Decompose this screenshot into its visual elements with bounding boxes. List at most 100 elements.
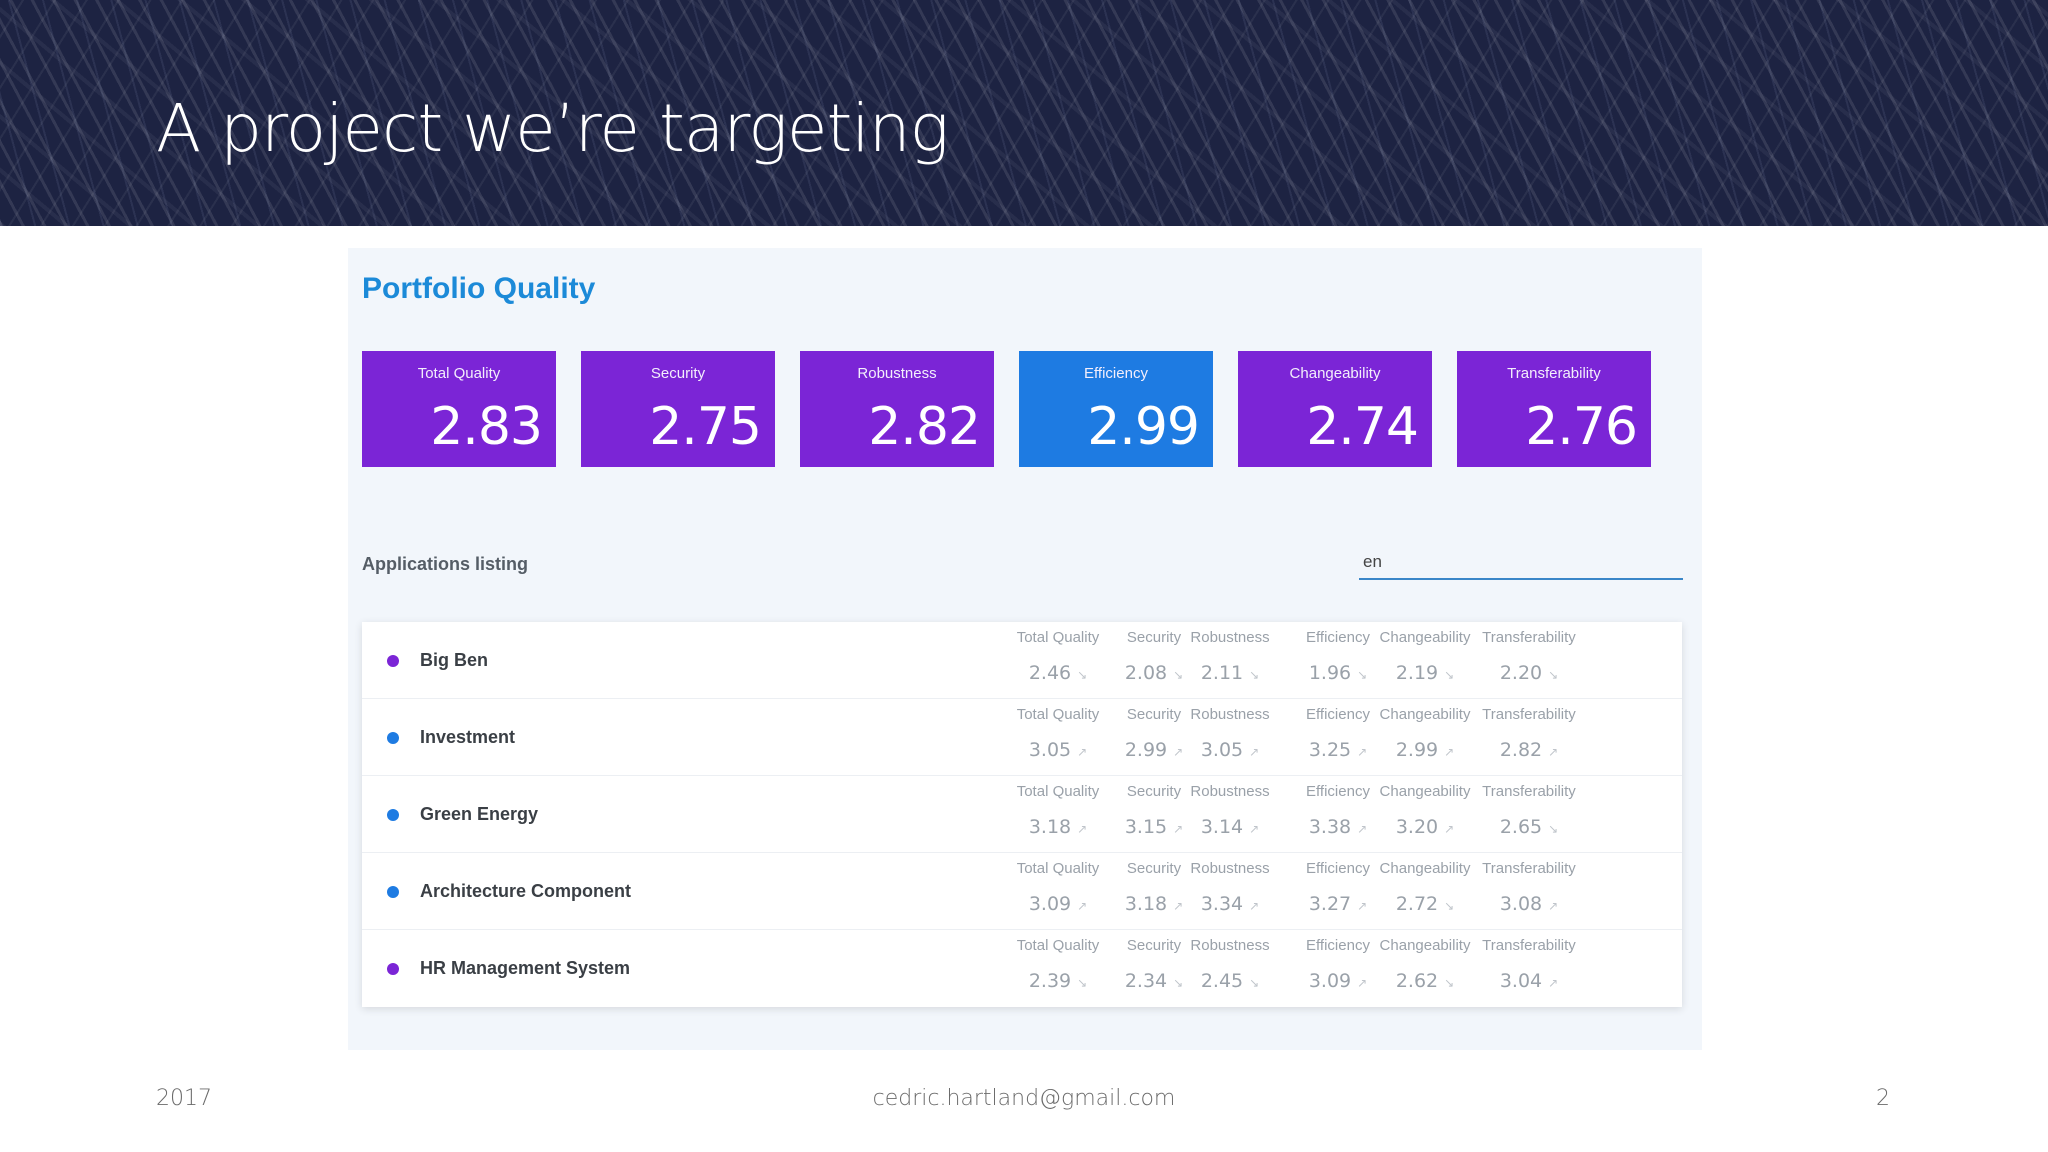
list-item[interactable]: Investment Total Quality 3.05 ↗ Security 2.99… [362, 699, 1682, 776]
metric-cell: Robustness 3.34 ↗ [1165, 853, 1295, 930]
kpi-tile-efficiency[interactable]: Efficiency 2.99 [1019, 351, 1213, 467]
metric-value: 2.99 ↗ [1089, 739, 1219, 761]
metric-label: Efficiency [1306, 706, 1370, 723]
metric-value: 3.09 ↗ [993, 893, 1123, 915]
trend-down-icon: ↘ [1077, 668, 1088, 682]
metric-label: Changeability [1379, 706, 1471, 723]
trend-down-icon: ↘ [1173, 976, 1184, 990]
metric-value: 2.08 ↘ [1089, 662, 1219, 684]
metric-value: 3.08 ↗ [1464, 893, 1594, 915]
metric-number: 3.14 [1200, 816, 1244, 838]
metric-value: 2.34 ↘ [1089, 970, 1219, 992]
metric-cell: Security 2.08 ↘ [1089, 622, 1219, 699]
metric-value: 2.82 ↗ [1464, 739, 1594, 761]
metric-number: 2.45 [1200, 970, 1244, 992]
kpi-tile-transferability[interactable]: Transferability 2.76 [1457, 351, 1651, 467]
metric-cell: Efficiency 3.09 ↗ [1273, 930, 1403, 1007]
metric-label: Total Quality [1016, 937, 1100, 954]
metric-number: 3.09 [1028, 893, 1072, 915]
metric-label: Total Quality [1016, 629, 1100, 646]
kpi-tile-changeability[interactable]: Changeability 2.74 [1238, 351, 1432, 467]
dashboard-screenshot: Portfolio Quality Total Quality 2.83 Secur… [348, 248, 1702, 1050]
trend-up-icon: ↗ [1444, 822, 1455, 836]
footer-page-number: 2 [1876, 1086, 1890, 1111]
kpi-tile-security[interactable]: Security 2.75 [581, 351, 775, 467]
metric-number: 2.20 [1499, 662, 1543, 684]
metric-cell: Changeability 2.19 ↘ [1360, 622, 1490, 699]
metric-label: Transferability [1482, 860, 1576, 877]
metric-number: 3.34 [1200, 893, 1244, 915]
list-item[interactable]: HR Management System Total Quality 2.39 ↘ Se… [362, 930, 1682, 1007]
metric-value: 2.11 ↘ [1165, 662, 1295, 684]
list-item[interactable]: Green Energy Total Quality 3.18 ↗ Security 3.… [362, 776, 1682, 853]
kpi-value: 2.76 [1525, 397, 1638, 457]
status-dot [387, 732, 399, 744]
app-name: Big Ben [420, 650, 489, 670]
slide-title: A project we’re targeting [156, 90, 949, 167]
metric-cell: Robustness 3.14 ↗ [1165, 776, 1295, 853]
trend-down-icon: ↘ [1548, 668, 1559, 682]
metric-number: 3.05 [1028, 739, 1072, 761]
metric-label: Transferability [1482, 706, 1576, 723]
metric-value: 3.34 ↗ [1165, 893, 1295, 915]
metric-cell: Robustness 3.05 ↗ [1165, 699, 1295, 776]
metric-number: 3.25 [1308, 739, 1352, 761]
metric-number: 2.34 [1124, 970, 1168, 992]
metric-label: Robustness [1190, 629, 1270, 646]
metric-number: 3.05 [1200, 739, 1244, 761]
page-title: Portfolio Quality [362, 272, 596, 305]
trend-down-icon: ↘ [1444, 668, 1455, 682]
metric-value: 2.45 ↘ [1165, 970, 1295, 992]
trend-up-icon: ↗ [1357, 899, 1368, 913]
kpi-label: Total Quality [417, 365, 501, 382]
applications-listing-label: Applications listing [362, 554, 529, 574]
metric-value: 3.04 ↗ [1464, 970, 1594, 992]
metric-value: 3.20 ↗ [1360, 816, 1490, 838]
metric-cell: Transferability 2.65 ↘ [1464, 776, 1594, 853]
metric-number: 2.39 [1028, 970, 1072, 992]
metric-cell: Security 2.99 ↗ [1089, 699, 1219, 776]
trend-down-icon: ↘ [1077, 976, 1088, 990]
kpi-label: Transferability [1507, 365, 1601, 382]
footer-email: cedric.hartland@gmail.com [872, 1086, 1176, 1111]
metric-cell: Changeability 2.72 ↘ [1360, 853, 1490, 930]
metric-label: Transferability [1482, 937, 1576, 954]
metric-number: 3.20 [1395, 816, 1439, 838]
kpi-label: Robustness [857, 365, 937, 382]
kpi-label: Changeability [1289, 365, 1381, 382]
metric-cell: Changeability 2.62 ↘ [1360, 930, 1490, 1007]
metric-number: 2.65 [1499, 816, 1543, 838]
kpi-tile-robustness[interactable]: Robustness 2.82 [800, 351, 994, 467]
app-name: Architecture Component [420, 881, 632, 901]
metric-label: Total Quality [1016, 860, 1100, 877]
metric-value: 3.15 ↗ [1089, 816, 1219, 838]
footer-year: 2017 [156, 1086, 212, 1111]
list-item[interactable]: Architecture Component Total Quality 3.09 ↗… [362, 853, 1682, 930]
metric-value: 1.96 ↘ [1273, 662, 1403, 684]
metric-label: Changeability [1379, 860, 1471, 877]
trend-up-icon: ↗ [1249, 899, 1260, 913]
kpi-value: 2.74 [1306, 397, 1419, 457]
metric-label: Security [1126, 860, 1182, 877]
kpi-tile-total-quality[interactable]: Total Quality 2.83 [362, 351, 556, 467]
metric-number: 3.15 [1124, 816, 1168, 838]
metric-value: 2.46 ↘ [993, 662, 1123, 684]
status-dot [387, 963, 399, 975]
metric-cell: Robustness 2.45 ↘ [1165, 930, 1295, 1007]
metric-label: Robustness [1190, 706, 1270, 723]
trend-up-icon: ↗ [1173, 745, 1184, 759]
list-item[interactable]: Big Ben Total Quality 2.46 ↘ Security 2.08 ↘ Ro… [362, 622, 1682, 699]
metric-cell: Transferability 2.82 ↗ [1464, 699, 1594, 776]
metric-label: Efficiency [1306, 783, 1370, 800]
metric-cell: Transferability 3.08 ↗ [1464, 853, 1594, 930]
metric-value: 2.99 ↗ [1360, 739, 1490, 761]
app-name: Green Energy [420, 804, 539, 824]
search-input[interactable] [1359, 546, 1683, 580]
metric-value: 2.20 ↘ [1464, 662, 1594, 684]
metric-label: Security [1126, 706, 1182, 723]
trend-down-icon: ↘ [1444, 899, 1455, 913]
metric-number: 3.38 [1308, 816, 1352, 838]
trend-up-icon: ↗ [1249, 745, 1260, 759]
trend-down-icon: ↘ [1249, 976, 1260, 990]
trend-up-icon: ↗ [1357, 745, 1368, 759]
